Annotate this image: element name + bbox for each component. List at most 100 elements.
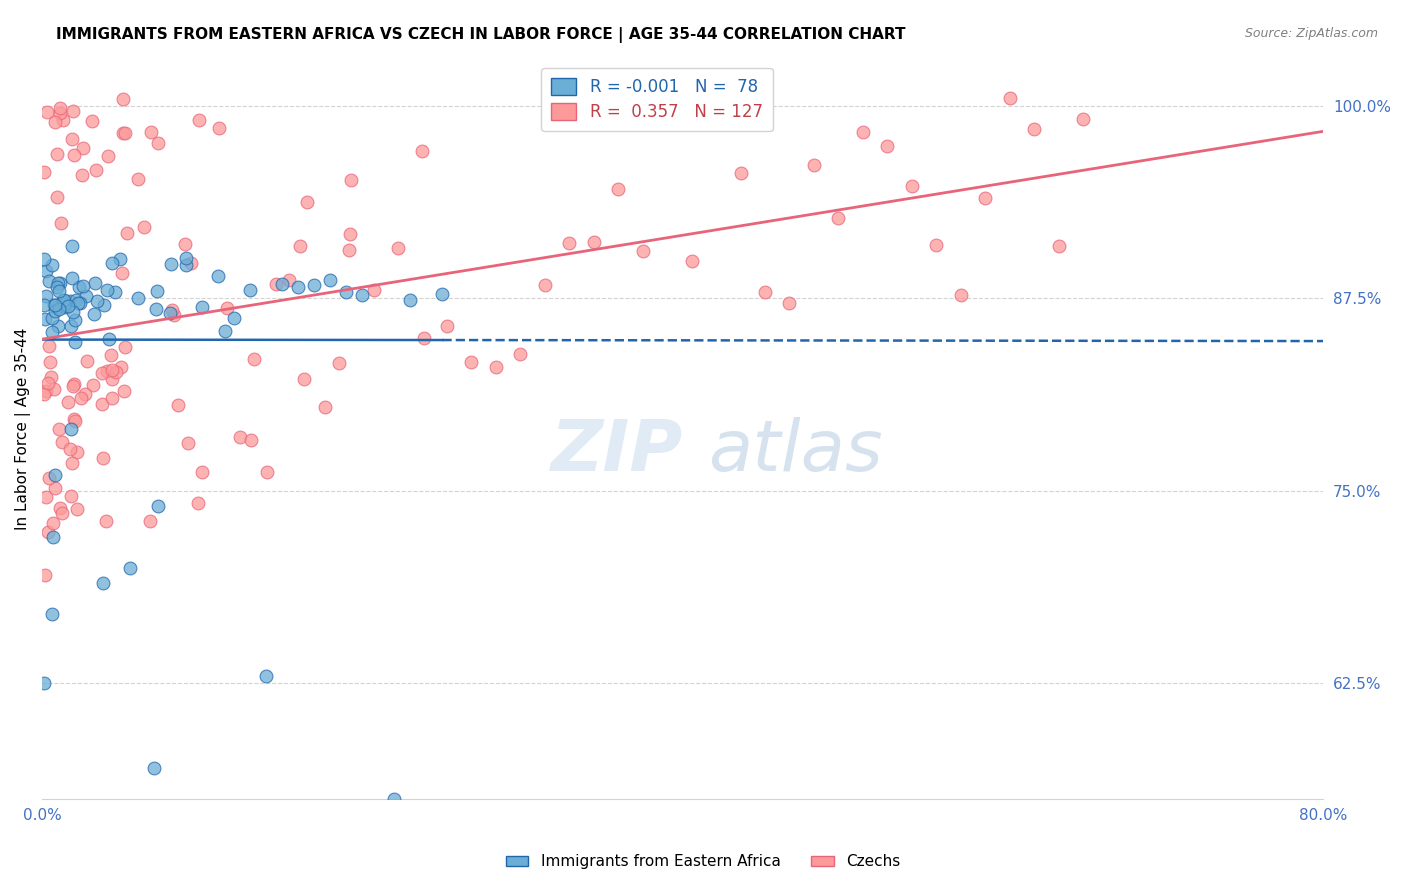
Point: [127, 172, 149, 186]
Point: [607, 181, 630, 195]
Point: [363, 283, 385, 297]
Point: [75, 386, 97, 401]
Point: [65, 502, 87, 516]
Point: [100, 348, 122, 362]
Point: [60, 318, 83, 333]
Point: [229, 430, 252, 444]
Point: [132, 219, 155, 234]
Point: [328, 356, 350, 370]
Point: [48, 301, 70, 316]
Point: [37, 524, 59, 539]
Point: [42, 530, 65, 544]
Point: [66, 295, 89, 310]
Point: [53, 298, 76, 312]
Point: [49, 106, 72, 120]
Point: [852, 125, 875, 139]
Point: [558, 235, 581, 250]
Point: [339, 227, 361, 242]
Point: [46, 280, 69, 294]
Point: [509, 347, 531, 361]
Point: [271, 277, 294, 291]
Point: [533, 277, 555, 292]
Point: [38, 274, 60, 288]
Point: [84, 276, 107, 290]
Point: [803, 158, 825, 172]
Point: [166, 398, 188, 412]
Point: [72, 168, 94, 182]
Point: [51, 216, 73, 230]
Point: [53, 295, 76, 310]
Point: [32, 298, 55, 312]
Point: [655, 115, 678, 129]
Point: [53, 293, 76, 307]
Point: [387, 241, 409, 255]
Point: [901, 178, 924, 193]
Point: [63, 412, 86, 426]
Point: [59, 294, 82, 309]
Point: [111, 266, 134, 280]
Point: [34, 568, 56, 582]
Point: [412, 331, 434, 345]
Point: [173, 237, 195, 252]
Point: [778, 296, 800, 310]
Point: [582, 235, 605, 249]
Point: [974, 191, 997, 205]
Point: [339, 172, 361, 186]
Point: [876, 139, 898, 153]
Point: [93, 450, 115, 465]
Point: [53, 300, 76, 314]
Point: [139, 125, 162, 139]
Point: [48, 318, 70, 333]
Point: [44, 298, 66, 312]
Point: [288, 239, 311, 253]
Point: [82, 378, 104, 392]
Point: [70, 391, 93, 405]
Point: [214, 325, 236, 339]
Point: [39, 355, 62, 369]
Point: [143, 761, 166, 775]
Point: [63, 312, 86, 326]
Point: [67, 279, 90, 293]
Point: [101, 256, 124, 270]
Point: [631, 244, 654, 258]
Point: [34, 311, 56, 326]
Point: [35, 264, 58, 278]
Point: [49, 276, 72, 290]
Point: [46, 146, 69, 161]
Point: [101, 372, 124, 386]
Point: [35, 384, 58, 398]
Point: [46, 190, 69, 204]
Point: [39, 370, 62, 384]
Point: [86, 293, 108, 308]
Point: [139, 514, 162, 528]
Point: [730, 166, 752, 180]
Point: [681, 254, 703, 268]
Point: [215, 301, 238, 316]
Point: [80, 114, 103, 128]
Point: [337, 243, 360, 257]
Y-axis label: In Labor Force | Age 35-44: In Labor Force | Age 35-44: [15, 328, 31, 531]
Point: [292, 372, 315, 386]
Point: [114, 384, 136, 399]
Point: [49, 500, 72, 515]
Point: [101, 363, 124, 377]
Point: [44, 481, 66, 495]
Point: [63, 414, 86, 428]
Point: [51, 506, 73, 520]
Point: [48, 285, 70, 299]
Point: [75, 289, 97, 303]
Point: [146, 499, 169, 513]
Point: [352, 288, 374, 302]
Point: [242, 352, 264, 367]
Point: [96, 364, 118, 378]
Point: [62, 131, 84, 145]
Point: [91, 576, 114, 591]
Point: [69, 296, 91, 310]
Point: [96, 283, 118, 297]
Point: [114, 126, 136, 140]
Legend: R = -0.001   N =  78, R =  0.357   N = 127: R = -0.001 N = 78, R = 0.357 N = 127: [541, 68, 773, 131]
Point: [83, 307, 105, 321]
Point: [94, 514, 117, 528]
Point: [60, 422, 83, 436]
Point: [297, 195, 319, 210]
